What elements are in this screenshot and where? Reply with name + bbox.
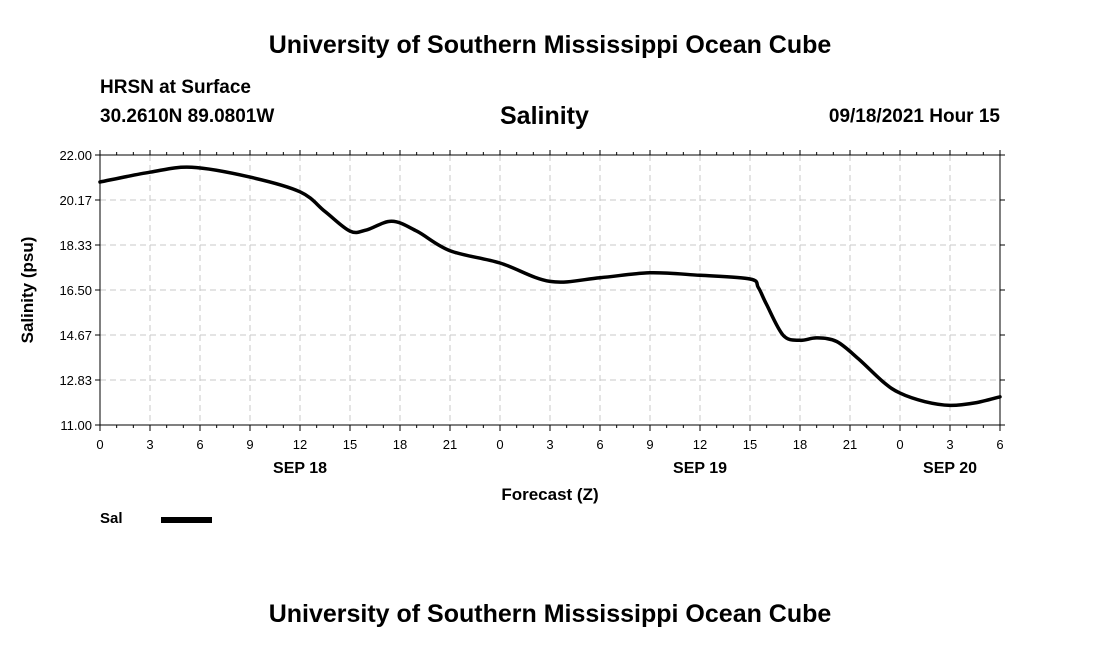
x-tick-label: 6 — [196, 437, 203, 452]
y-tick-label: 12.83 — [59, 373, 92, 388]
x-tick-label: 0 — [96, 437, 103, 452]
legend-swatch — [161, 517, 212, 523]
chart-title: Salinity — [500, 102, 589, 130]
x-axis-label: Forecast (Z) — [501, 485, 598, 504]
x-tick-label: 21 — [843, 437, 857, 452]
x-tick-label: 18 — [793, 437, 807, 452]
page-title: University of Southern Mississippi Ocean… — [268, 31, 832, 59]
x-tick-label: 3 — [146, 437, 153, 452]
y-tick-label: 18.33 — [59, 238, 92, 253]
x-tick-label: 3 — [546, 437, 553, 452]
date-label: SEP 19 — [673, 460, 727, 477]
x-tick-label: 9 — [646, 437, 653, 452]
y-tick-label: 14.67 — [59, 328, 92, 343]
legend-label: Sal — [100, 510, 123, 527]
x-tick-label: 0 — [896, 437, 903, 452]
x-tick-label: 18 — [393, 437, 407, 452]
x-tick-label: 0 — [496, 437, 503, 452]
y-axis-label: Salinity (psu) — [18, 237, 37, 344]
x-tick-label: 21 — [443, 437, 457, 452]
date-label: SEP 20 — [923, 460, 977, 477]
x-tick-label: 6 — [596, 437, 603, 452]
x-tick-label: 3 — [946, 437, 953, 452]
x-tick-label: 9 — [246, 437, 253, 452]
x-tick-label: 6 — [996, 437, 1003, 452]
x-tick-label: 12 — [293, 437, 307, 452]
chart-grid — [100, 155, 1000, 425]
station-name: HRSN at Surface — [100, 77, 251, 98]
date-labels: SEP 18 SEP 19 SEP 20 — [273, 460, 977, 477]
y-tick-labels: 11.00 12.83 14.67 16.50 18.33 20.17 22.00 — [59, 148, 92, 433]
x-tick-label: 12 — [693, 437, 707, 452]
x-tick-label: 15 — [743, 437, 757, 452]
x-tick-label: 15 — [343, 437, 357, 452]
x-tick-labels: 0 3 6 9 12 15 18 21 0 3 6 9 12 15 18 21 0 3 6 — [96, 437, 1003, 452]
axis-ticks — [95, 150, 1005, 431]
y-tick-label: 20.17 — [59, 193, 92, 208]
date-label: SEP 18 — [273, 460, 327, 477]
y-tick-label: 22.00 — [59, 148, 92, 163]
station-coordinates: 30.2610N 89.0801W — [100, 106, 275, 127]
forecast-datetime: 09/18/2021 Hour 15 — [828, 106, 1000, 127]
footer-title: University of Southern Mississippi Ocean… — [268, 600, 832, 628]
y-tick-label: 16.50 — [59, 283, 92, 298]
series-line-sal — [98, 165, 1002, 408]
y-tick-label: 11.00 — [60, 418, 92, 433]
